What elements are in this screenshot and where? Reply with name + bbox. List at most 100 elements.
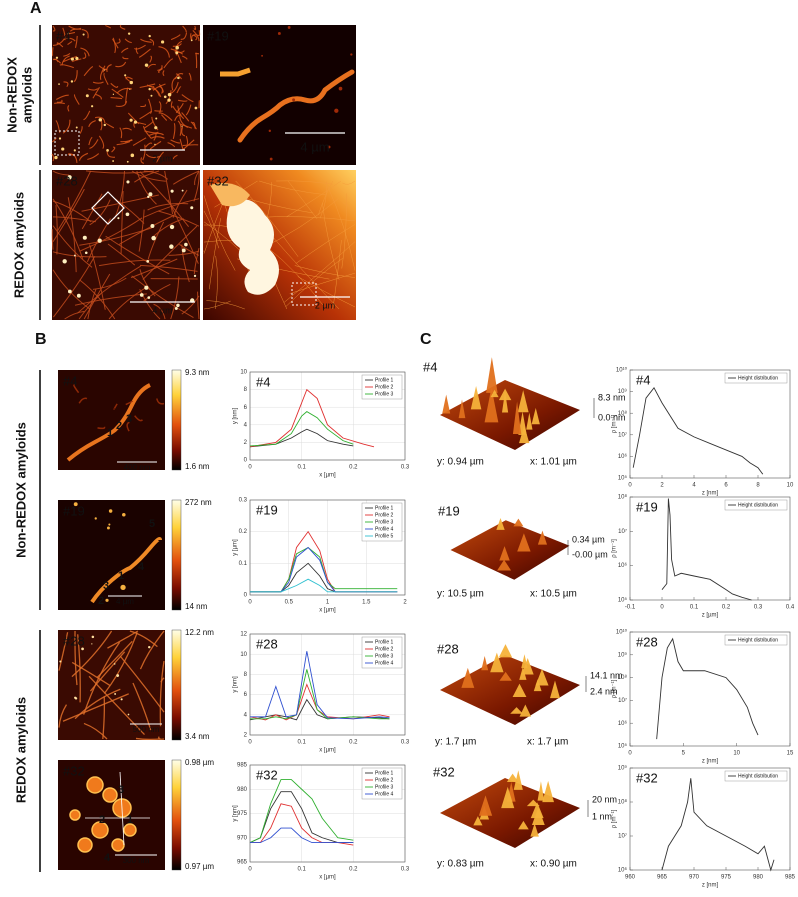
fibril [139, 83, 156, 89]
fibril [105, 122, 115, 129]
x-tick-label: 0 [248, 867, 252, 873]
y-axis-label: y [nm] [233, 676, 239, 693]
aggregate [226, 199, 279, 295]
fibril [79, 217, 143, 252]
image-label: #4 [423, 359, 437, 374]
scale-label: 500 nm [133, 725, 160, 734]
fibril [111, 146, 116, 153]
surface-peak [501, 391, 509, 413]
particle [146, 260, 150, 263]
y-tick-label: 4 [244, 712, 248, 718]
fibril [62, 119, 71, 134]
fibril [181, 112, 190, 122]
x-tick-label: 0.4 [786, 605, 795, 611]
fibril [158, 83, 164, 93]
fibril [167, 142, 176, 148]
surface-peak [521, 657, 534, 675]
x-tick-label: 0.1 [297, 465, 306, 471]
panel-label: C [420, 331, 432, 348]
fibril [116, 140, 131, 146]
legend-label: Height distribution [738, 375, 778, 381]
particle [125, 212, 130, 217]
particle [287, 26, 291, 29]
particle [292, 98, 296, 102]
fibril [61, 55, 70, 66]
fibril [198, 30, 201, 37]
fibril [134, 44, 146, 50]
fibril [151, 136, 165, 139]
fibril [89, 199, 111, 226]
x-tick-label: 970 [689, 875, 700, 881]
fibril [51, 137, 57, 143]
fibril [194, 170, 200, 186]
fibril [78, 293, 101, 320]
fibril [134, 170, 160, 183]
fibril [119, 127, 123, 139]
particle [94, 517, 97, 520]
fibril [54, 102, 65, 105]
fibril [193, 25, 197, 30]
aggregate [111, 838, 125, 852]
x-tick-label: 0 [660, 605, 664, 611]
fibril [181, 295, 200, 315]
series-line [250, 827, 354, 844]
fibril [73, 70, 78, 83]
fibril [181, 126, 186, 137]
surface-peak [490, 389, 499, 398]
fibril [203, 210, 219, 249]
fibril [132, 137, 147, 146]
particle [181, 248, 186, 253]
particle [84, 251, 88, 255]
series-line [250, 669, 390, 720]
profile-marker: 5 [149, 518, 155, 530]
fibril [88, 136, 93, 146]
series-line [249, 428, 354, 448]
particle [61, 147, 65, 151]
x-tick-label: 0 [248, 465, 252, 471]
fibril [63, 37, 76, 42]
fibril [156, 398, 165, 405]
y-tick-label: 10⁶ [618, 867, 628, 874]
fibril [185, 135, 189, 146]
fibril [83, 273, 111, 320]
particle [169, 224, 175, 230]
chart-title: #28 [256, 636, 278, 651]
surface-peak [442, 394, 451, 414]
y-tick-label: 10⁵ [618, 597, 628, 604]
fibril [209, 218, 221, 290]
y-tick-label: 8 [244, 387, 248, 393]
fibril [90, 537, 162, 604]
plot-frame [249, 633, 406, 736]
fibril [120, 190, 124, 254]
fibril [74, 688, 121, 720]
fibril [177, 53, 182, 64]
fibril [165, 90, 172, 105]
legend-label: Profile 4 [375, 791, 394, 797]
legend-label: Profile 2 [375, 384, 394, 390]
fibril [168, 250, 200, 256]
series-line [661, 498, 752, 601]
particle [91, 635, 95, 639]
fibril [259, 180, 326, 196]
fibril [125, 400, 134, 406]
fibril [76, 265, 141, 314]
particle [113, 663, 116, 665]
particle [350, 53, 353, 56]
fibril [170, 276, 180, 320]
aggregate [102, 787, 118, 803]
fibril [105, 235, 170, 275]
fibril [94, 116, 106, 124]
fibril [63, 52, 71, 57]
particle [73, 254, 76, 257]
y-tick-label: 10 [240, 652, 247, 658]
colorbar [171, 759, 182, 871]
fibril [268, 232, 340, 310]
image-label: #32 [63, 763, 85, 778]
fibril [63, 81, 69, 88]
y-tick-label: 10¹⁰ [616, 629, 628, 636]
y-tick-label: 2 [244, 733, 248, 739]
fibril [102, 696, 106, 740]
axis-extent: y: 0.83 µm [437, 859, 484, 870]
zoom-box [291, 282, 317, 306]
particle [148, 34, 151, 38]
